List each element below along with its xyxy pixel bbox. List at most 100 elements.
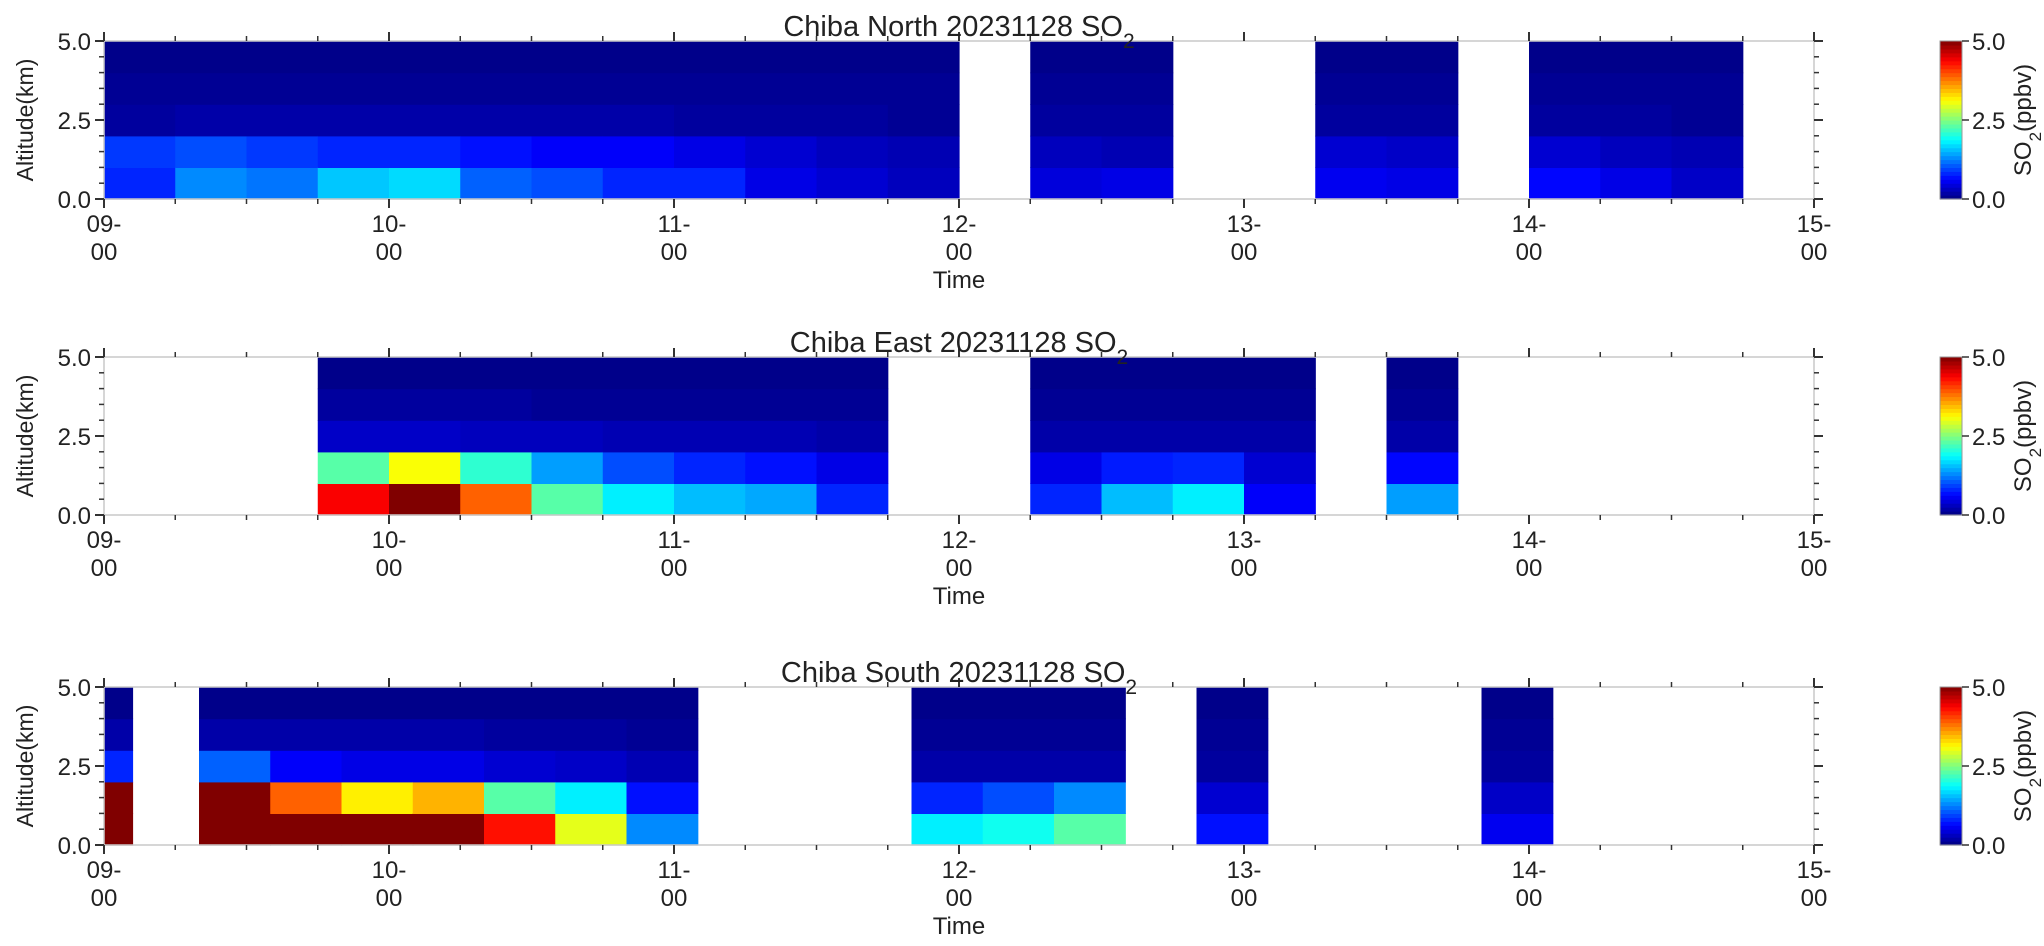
heatmap-cell — [104, 104, 176, 137]
colorbar-tick-label: 0.0 — [1972, 503, 2005, 530]
colorbar-tick-label: 0.0 — [1972, 187, 2005, 214]
colorbar-segment — [1940, 841, 1962, 846]
colorbar-segment — [1940, 139, 1962, 145]
colorbar-segment — [1940, 710, 1962, 716]
heatmap-cell — [389, 104, 461, 137]
heatmap-cell — [816, 72, 889, 105]
heatmap-cell — [412, 718, 485, 751]
colorbar-segment — [1940, 108, 1962, 113]
x-tick-label: 12- — [942, 211, 977, 238]
colorbar-segment — [1940, 432, 1962, 437]
heatmap-cell — [1529, 167, 1601, 200]
chart-title: Chiba South 20231128 SO2 — [781, 657, 1137, 699]
heatmap-cell — [1030, 420, 1103, 453]
heatmap-cell — [270, 750, 343, 783]
heatmap-cell — [317, 483, 390, 516]
colorbar-segment — [1940, 60, 1962, 66]
heatmap-cell — [104, 781, 134, 814]
y-tick-label: 5.0 — [58, 345, 91, 372]
colorbar-segment — [1940, 443, 1962, 449]
colorbar-segment — [1940, 147, 1962, 153]
heatmap-cell — [1172, 388, 1245, 421]
heatmap-cell — [104, 718, 134, 751]
x-tick-label: 12- — [942, 857, 977, 884]
colorbar-segment — [1940, 159, 1962, 165]
heatmap-cell — [1315, 167, 1388, 200]
x-tick-label: 13- — [1227, 857, 1262, 884]
heatmap-cell — [1481, 813, 1554, 846]
heatmap-cell — [104, 135, 176, 168]
heatmap-cell — [887, 135, 960, 168]
heatmap-cell — [555, 813, 628, 846]
y-tick-label: 2.5 — [58, 108, 91, 135]
heatmap-cell — [555, 750, 628, 783]
colorbar-segment — [1940, 714, 1962, 720]
heatmap-cell — [531, 72, 604, 105]
x-tick-label: 00 — [91, 239, 118, 266]
heatmap-cell — [1386, 420, 1459, 453]
x-tick-label: 00 — [1516, 885, 1543, 912]
heatmap-cell — [1172, 451, 1245, 484]
colorbar-tick-label: 2.5 — [1972, 108, 2005, 135]
heatmap-cell — [1101, 483, 1174, 516]
heatmap-cell — [745, 104, 818, 137]
heatmap-cell — [1054, 813, 1126, 846]
x-tick-label: 00 — [946, 885, 973, 912]
heatmap-cell — [1196, 813, 1269, 846]
heatmap-cell — [816, 135, 889, 168]
heatmap-cell — [104, 72, 176, 105]
heatmap-cell — [1600, 41, 1673, 74]
heatmap-cell — [317, 388, 390, 421]
heatmap-cell — [626, 687, 699, 720]
heatmap-cell — [1386, 135, 1459, 168]
x-tick-label: 14- — [1512, 527, 1547, 554]
heatmap-cell — [1244, 420, 1316, 453]
colorbar-segment — [1940, 467, 1962, 473]
colorbar-segment — [1940, 483, 1962, 488]
colorbar-segment — [1940, 416, 1962, 421]
heatmap-cell — [626, 750, 699, 783]
colorbar-segment — [1940, 766, 1962, 771]
colorbar-segment — [1940, 171, 1962, 176]
colorbar-segment — [1940, 702, 1962, 708]
y-axis-label: Altitude(km) — [12, 375, 38, 498]
colorbar-label: SO2(ppbv) — [2010, 710, 2044, 822]
heatmap-cell — [1030, 135, 1103, 168]
colorbar-segment — [1940, 746, 1962, 751]
heatmap-cell — [317, 420, 390, 453]
heatmap-cell — [555, 687, 628, 720]
heatmap-cell — [816, 167, 889, 200]
colorbar-segment — [1940, 762, 1962, 767]
colorbar-segment — [1940, 104, 1962, 109]
heatmap-cell — [745, 451, 818, 484]
heatmap-cell — [674, 41, 746, 74]
panel-1: 09-0010-0011-0012-0013-0014-0015-000.02.… — [12, 327, 2044, 610]
title-main: Chiba East 20231128 SO — [790, 327, 1117, 359]
heatmap-cell — [460, 167, 533, 200]
heatmap-cell — [317, 451, 390, 484]
heatmap-cell — [745, 483, 818, 516]
heatmap-cell — [484, 813, 556, 846]
heatmap-cell — [389, 135, 461, 168]
x-tick-label: 00 — [946, 239, 973, 266]
heatmap-cell — [389, 72, 461, 105]
title-subscript: 2 — [1117, 346, 1129, 369]
heatmap-cell — [982, 687, 1055, 720]
colorbar-segment — [1940, 396, 1962, 402]
heatmap-cell — [270, 813, 343, 846]
heatmap-cell — [674, 357, 746, 390]
heatmap-cell — [104, 750, 134, 783]
x-tick-label: 00 — [661, 239, 688, 266]
colorbar-segment — [1940, 127, 1962, 133]
heatmap-cell — [626, 781, 699, 814]
heatmap-cell — [1101, 104, 1174, 137]
heatmap-cell — [341, 781, 414, 814]
x-tick-label: 11- — [658, 527, 691, 554]
heatmap-cell — [1386, 167, 1459, 200]
colorbar-label-subscript: 2 — [2026, 448, 2044, 457]
heatmap-cell — [1030, 451, 1103, 484]
colorbar-segment — [1940, 769, 1962, 775]
colorbar-segment — [1940, 175, 1962, 180]
